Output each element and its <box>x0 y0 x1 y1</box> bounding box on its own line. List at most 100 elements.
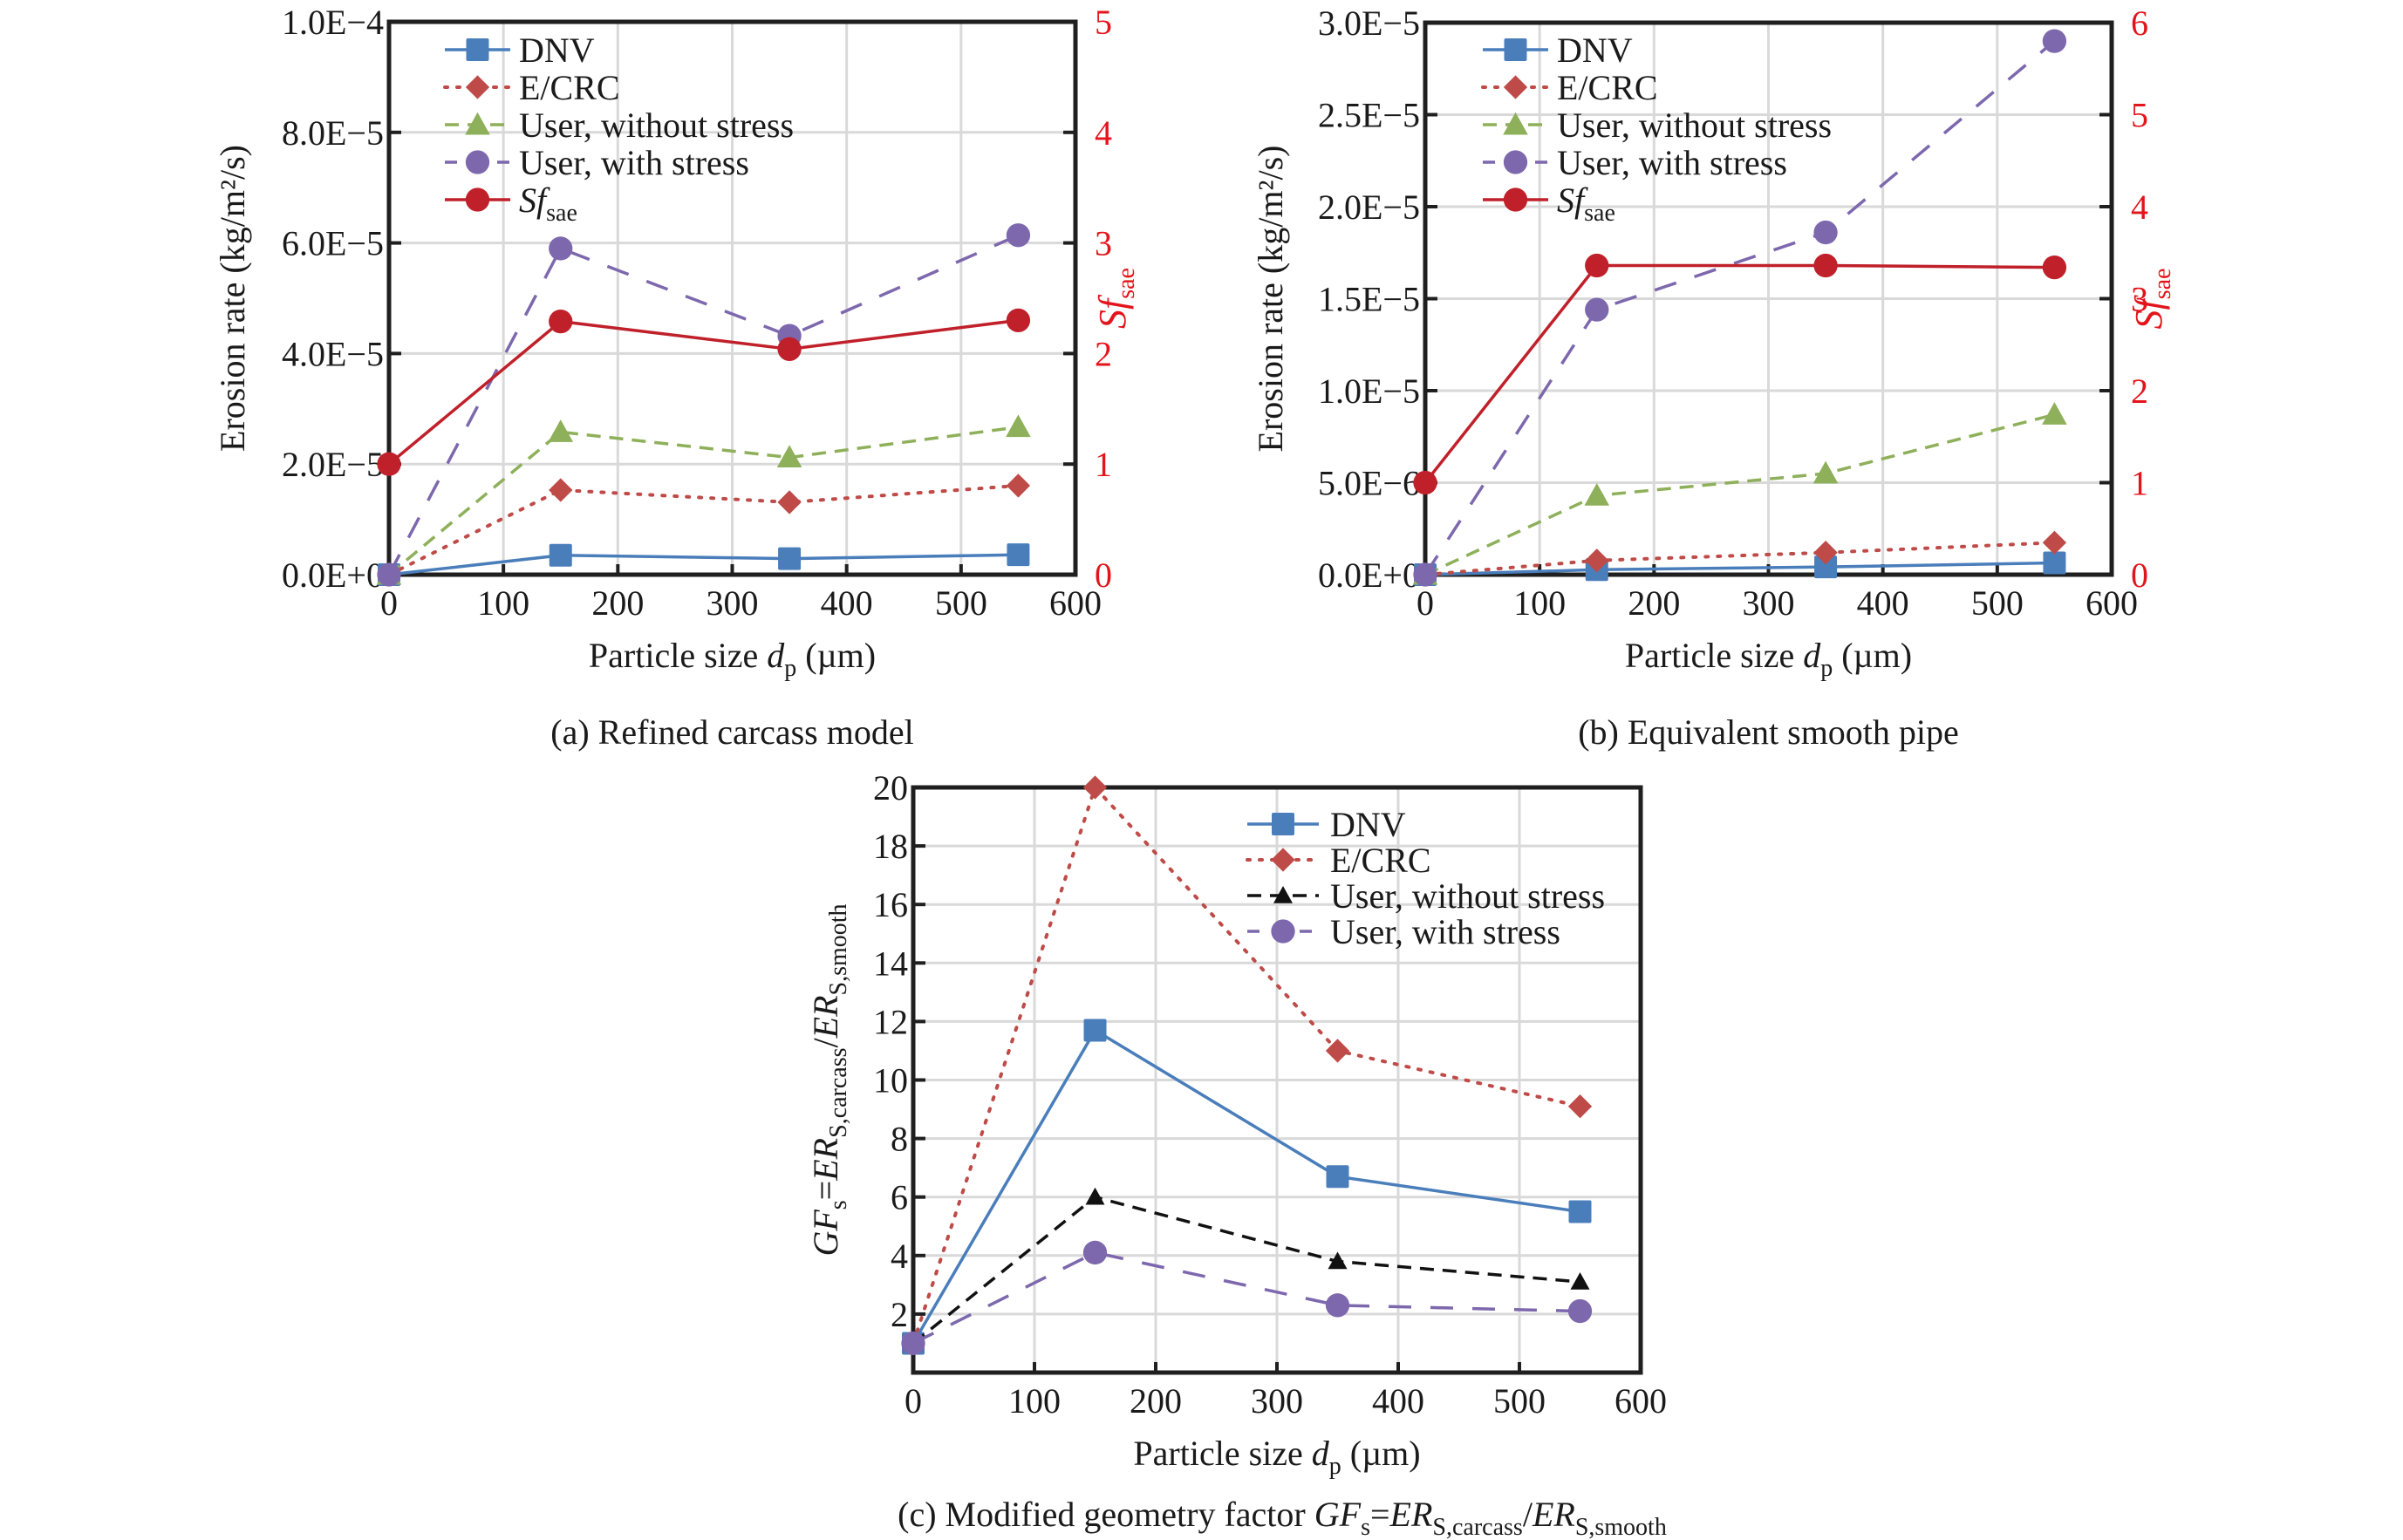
y-title-slash: / <box>806 1037 845 1047</box>
data-point <box>2042 530 2067 555</box>
data-point <box>1328 1251 1348 1270</box>
y2-tick-label: 5 <box>1095 3 1112 42</box>
y-title-sub1: S,carcass <box>825 1047 852 1137</box>
x-axis-title-var: d <box>767 636 785 675</box>
legend-marker <box>1503 75 1528 99</box>
x-tick-label: 500 <box>935 583 987 623</box>
y-title-sub-s: s <box>825 1200 852 1210</box>
legend-marker <box>466 38 489 61</box>
chart-panel-b: 0 100 200 300 400 500 600 0.0E+0 5.0E−6 1.0E−5 1.5… <box>1251 3 2176 752</box>
y2-title-sub: sae <box>1113 268 1140 299</box>
data-point <box>377 562 401 587</box>
caption-gf: GF <box>1314 1495 1362 1534</box>
series-user-without-stress <box>376 414 1031 585</box>
x-axis-title-text: Particle size <box>589 636 767 675</box>
legend-item: DNV <box>1483 31 1633 70</box>
data-point <box>1082 1240 1108 1265</box>
y-tick-label: 12 <box>873 1002 908 1041</box>
data-point <box>1585 297 1609 322</box>
legend-label: User, without stress <box>1557 106 1832 145</box>
data-point <box>1567 1298 1593 1324</box>
y-tick-label: 1.0E−5 <box>1318 371 1420 411</box>
data-point <box>549 543 572 567</box>
legend-item: User, with stress <box>1483 143 1787 182</box>
y2-tick-label: 2 <box>1095 334 1112 373</box>
x-tick-label: 600 <box>1049 583 1102 623</box>
data-point <box>1007 543 1030 567</box>
series-line <box>1423 263 2055 484</box>
caption-eq: = <box>1370 1495 1390 1534</box>
y2-tick-label: 4 <box>2131 187 2148 227</box>
legend-marker <box>1271 848 1295 872</box>
series-line <box>911 1028 1580 1345</box>
data-point <box>549 478 573 502</box>
series-line <box>387 318 1019 466</box>
x-tick-label: 200 <box>1628 583 1680 623</box>
y-tick-label: 20 <box>873 768 908 807</box>
data-point <box>1584 482 1610 506</box>
legend-label: User, with stress <box>1330 912 1560 951</box>
legend-marker <box>1272 813 1294 835</box>
legend-label: E/CRC <box>519 68 620 107</box>
data-point <box>1006 223 1031 248</box>
legend-marker <box>1503 112 1528 135</box>
series-user-with-stress <box>1413 29 2067 587</box>
y-tick-label: 2.5E−5 <box>1318 96 1420 135</box>
data-point <box>777 337 802 361</box>
data-point <box>1570 1271 1590 1290</box>
legend-marker <box>465 150 490 174</box>
legend-label: User, with stress <box>1557 143 1787 182</box>
y-tick-label: 8 <box>891 1120 908 1159</box>
data-point <box>777 490 802 514</box>
x-tick-label: 200 <box>1130 1381 1182 1421</box>
legend-label: User, without stress <box>519 106 794 145</box>
chart-panel-c: 0 100 200 300 400 500 600 2 4 6 8 10 12 14 16 18 20 Parti… <box>806 768 1667 1540</box>
series-e-crc <box>1413 530 2067 587</box>
series-user-with-stress <box>901 1240 1593 1356</box>
legend-item: E/CRC <box>1246 841 1431 880</box>
y2-title-main: Sf <box>2127 295 2170 330</box>
y-tick-label: 2.0E−5 <box>282 445 384 484</box>
y2-axis-title: Sfsae <box>1091 268 1140 329</box>
data-point <box>549 236 573 261</box>
data-point <box>1006 414 1031 438</box>
x-tick-label: 600 <box>1615 1381 1667 1421</box>
legend-marker <box>465 75 490 99</box>
series-line <box>387 234 1020 576</box>
y2-tick-label: 3 <box>1095 224 1112 263</box>
y2-tick-label: 6 <box>2131 3 2148 43</box>
chart-panel-a: 0 100 200 300 400 500 600 0.0E+0 2.0E−5 4.0E−5 6.0… <box>213 3 1140 752</box>
data-point <box>1325 1039 1350 1063</box>
x-tick-label: 100 <box>1008 1381 1061 1421</box>
x-tick-label: 300 <box>707 583 759 623</box>
legend-marker <box>1273 886 1293 903</box>
y-tick-label: 6 <box>891 1178 908 1217</box>
y2-tick-label: 1 <box>1095 445 1112 484</box>
data-point <box>1585 253 1609 278</box>
legend-label: Sfsae <box>519 181 577 227</box>
y2-axis-title: Sfsae <box>2127 269 2176 330</box>
x-axis-title: Particle size dp (µm) <box>589 636 876 682</box>
y-title-sub2: S,smooth <box>825 903 852 995</box>
y-tick-label: 2 <box>891 1295 908 1334</box>
data-point <box>2042 29 2067 53</box>
x-axis-title-var: d <box>1312 1434 1330 1473</box>
series-line <box>911 1195 1580 1345</box>
series-sf-sae <box>377 308 1031 476</box>
data-point <box>1006 308 1031 333</box>
data-point <box>1567 1094 1593 1119</box>
data-point <box>1413 470 1437 495</box>
y2-tick-label: 0 <box>1095 555 1112 595</box>
y2-tick-label: 2 <box>2131 371 2148 411</box>
y-tick-label: 0.0E+0 <box>1318 555 1420 595</box>
data-point <box>2042 255 2067 280</box>
x-axis-title-sub: p <box>784 655 796 682</box>
caption-er2: ER <box>1532 1495 1575 1534</box>
data-point <box>1006 474 1031 498</box>
y-tick-label: 3.0E−5 <box>1318 3 1420 43</box>
data-point <box>1325 1293 1350 1318</box>
x-tick-label: 100 <box>1513 583 1566 623</box>
legend-marker <box>1271 919 1295 944</box>
